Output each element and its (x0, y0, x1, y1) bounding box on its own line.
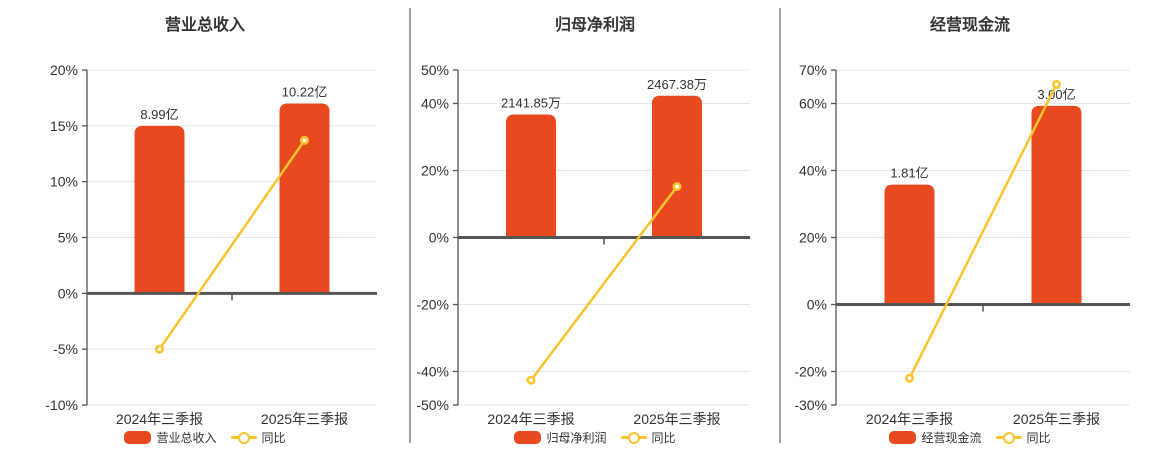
marker-ring-icon (1002, 431, 1015, 444)
y-tick-label: 20% (421, 163, 449, 179)
legend-label: 同比 (261, 431, 286, 445)
chart-panel-net-profit: 归母净利润 50% 40% 20% 0% -20% -40% -50% 2141.85万 202… (410, 0, 780, 450)
y-tick-label: -40% (416, 364, 449, 380)
y-tick-label: 70% (799, 62, 827, 78)
y-tick-label: 50% (421, 62, 449, 78)
y-tick-label: 0% (58, 285, 78, 301)
y-tick-label: -10% (45, 397, 78, 413)
legend-item-net-profit[interactable]: 归母净利润 (514, 429, 607, 446)
chart-legend: 归母净利润 同比 (410, 429, 780, 446)
category-label: 2025年三季报 (261, 411, 348, 427)
y-tick-label: 60% (799, 96, 827, 112)
bar-value-label: 8.99亿 (140, 107, 178, 122)
marker-ring-icon (237, 431, 250, 444)
line-marker-icon (620, 431, 647, 444)
category-label: 2024年三季报 (866, 411, 953, 427)
chart-plot-area: 70% 60% 40% 20% 0% -20% -30% 1.81亿 2024年三季报 3.00亿… (794, 62, 1130, 427)
y-tick-label: -20% (416, 297, 449, 313)
y-tick-label: 15% (50, 118, 78, 134)
yoy-marker (1051, 79, 1061, 89)
bar-value-label: 2467.38万 (647, 77, 707, 92)
chart-legend: 营业总收入 同比 (0, 429, 410, 446)
panel-divider (409, 8, 411, 443)
line-marker-icon (995, 431, 1022, 444)
y-tick-label: -50% (416, 397, 449, 413)
yoy-marker (672, 182, 682, 192)
yoy-line (908, 83, 1058, 379)
bar-value-label: 2141.85万 (501, 96, 561, 111)
bar (652, 95, 702, 238)
category-label: 2025年三季报 (1013, 411, 1100, 427)
chart-legend: 经营现金流 同比 (780, 429, 1160, 446)
chart-title: 营业总收入 (164, 17, 245, 34)
legend-item-yoy[interactable]: 同比 (620, 429, 676, 446)
legend-item-cash-flow[interactable]: 经营现金流 (889, 429, 982, 446)
chart-plot-area: 50% 40% 20% 0% -20% -40% -50% 2141.85万 2024年三季报 2… (416, 62, 750, 427)
chart-title: 归母净利润 (554, 17, 635, 34)
legend-label: 营业总收入 (156, 431, 217, 445)
bar-value-label: 1.81亿 (890, 166, 928, 181)
yoy-line (530, 185, 678, 381)
yoy-marker (155, 344, 165, 354)
yoy-marker (526, 375, 536, 385)
legend-item-yoy[interactable]: 同比 (230, 429, 286, 446)
y-tick-label: 0% (807, 297, 827, 313)
y-tick-label: 10% (50, 174, 78, 190)
legend-item-yoy[interactable]: 同比 (995, 429, 1051, 446)
y-tick-label: 40% (799, 163, 827, 179)
bar-swatch-icon (124, 431, 152, 444)
chart-plot-area: 20% 15% 10% 5% 0% -5% -10% 8.99亿 2024年三季报 10.22亿 2… (45, 62, 377, 427)
category-label: 2024年三季报 (487, 411, 574, 427)
y-tick-label: -30% (794, 397, 827, 413)
y-tick-label: -20% (794, 364, 827, 380)
bar-swatch-icon (514, 431, 542, 444)
legend-label: 同比 (651, 431, 676, 445)
legend-label: 经营现金流 (921, 431, 982, 445)
chart-panel-cash-flow: 经营现金流 70% 60% 40% 20% 0% -20% -30% 1.81亿 2024年三季… (780, 0, 1160, 450)
bar-value-label: 10.22亿 (282, 85, 328, 100)
y-tick-label: 20% (799, 230, 827, 246)
legend-label: 归母净利润 (546, 431, 607, 445)
bar-value-label: 3.00亿 (1037, 87, 1075, 102)
bar (884, 184, 935, 305)
yoy-marker (299, 135, 309, 145)
legend-item-revenue[interactable]: 营业总收入 (124, 429, 217, 446)
category-label: 2024年三季报 (116, 411, 203, 427)
legend-label: 同比 (1026, 431, 1051, 445)
y-tick-label: -5% (53, 341, 78, 357)
panel-divider (779, 8, 781, 443)
chart-title: 经营现金流 (929, 17, 1010, 34)
chart-panel-revenue: 营业总收入 20% 15% 10% 5% 0% -5% -10% 8.99亿 2024年三季报 1… (0, 0, 410, 450)
y-tick-label: 5% (58, 230, 78, 246)
marker-ring-icon (627, 431, 640, 444)
yoy-marker (905, 373, 915, 383)
y-tick-label: 0% (429, 230, 449, 246)
y-tick-label: 40% (421, 96, 449, 112)
bar (1031, 105, 1082, 305)
bar-swatch-icon (889, 431, 917, 444)
bar (506, 114, 556, 238)
bar (279, 103, 330, 294)
yoy-line (158, 139, 306, 350)
category-label: 2025年三季报 (633, 411, 720, 427)
line-marker-icon (230, 431, 257, 444)
bar (134, 125, 185, 294)
y-tick-label: 20% (50, 62, 78, 78)
